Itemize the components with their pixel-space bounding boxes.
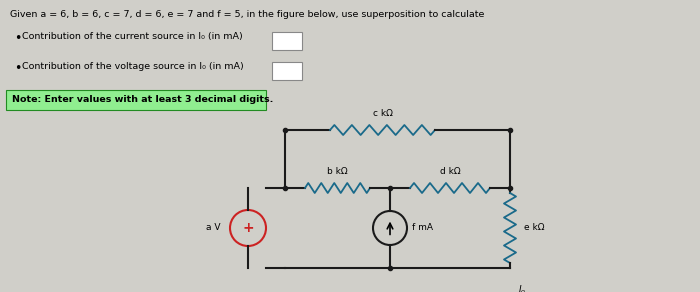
Text: Note: Enter values with at least 3 decimal digits.: Note: Enter values with at least 3 decim… — [12, 95, 274, 105]
Text: +: + — [242, 221, 254, 235]
Text: Given a = 6, b = 6, c = 7, d = 6, e = 7 and f = 5, in the figure below, use supe: Given a = 6, b = 6, c = 7, d = 6, e = 7 … — [10, 10, 484, 19]
Text: f mA: f mA — [412, 223, 433, 232]
Bar — [272, 32, 302, 50]
Text: •: • — [14, 32, 22, 45]
Text: d kΩ: d kΩ — [440, 167, 461, 176]
Bar — [272, 62, 302, 80]
Text: a V: a V — [206, 223, 220, 232]
Text: $I_o$: $I_o$ — [518, 283, 526, 292]
Text: e kΩ: e kΩ — [524, 223, 545, 232]
Text: Contribution of the current source in I₀ (in mA): Contribution of the current source in I₀… — [22, 32, 243, 41]
Text: b kΩ: b kΩ — [327, 167, 348, 176]
Text: Contribution of the voltage source in I₀ (in mA): Contribution of the voltage source in I₀… — [22, 62, 244, 71]
Bar — [6, 90, 266, 110]
Text: •: • — [14, 62, 22, 75]
Text: c kΩ: c kΩ — [372, 109, 393, 118]
